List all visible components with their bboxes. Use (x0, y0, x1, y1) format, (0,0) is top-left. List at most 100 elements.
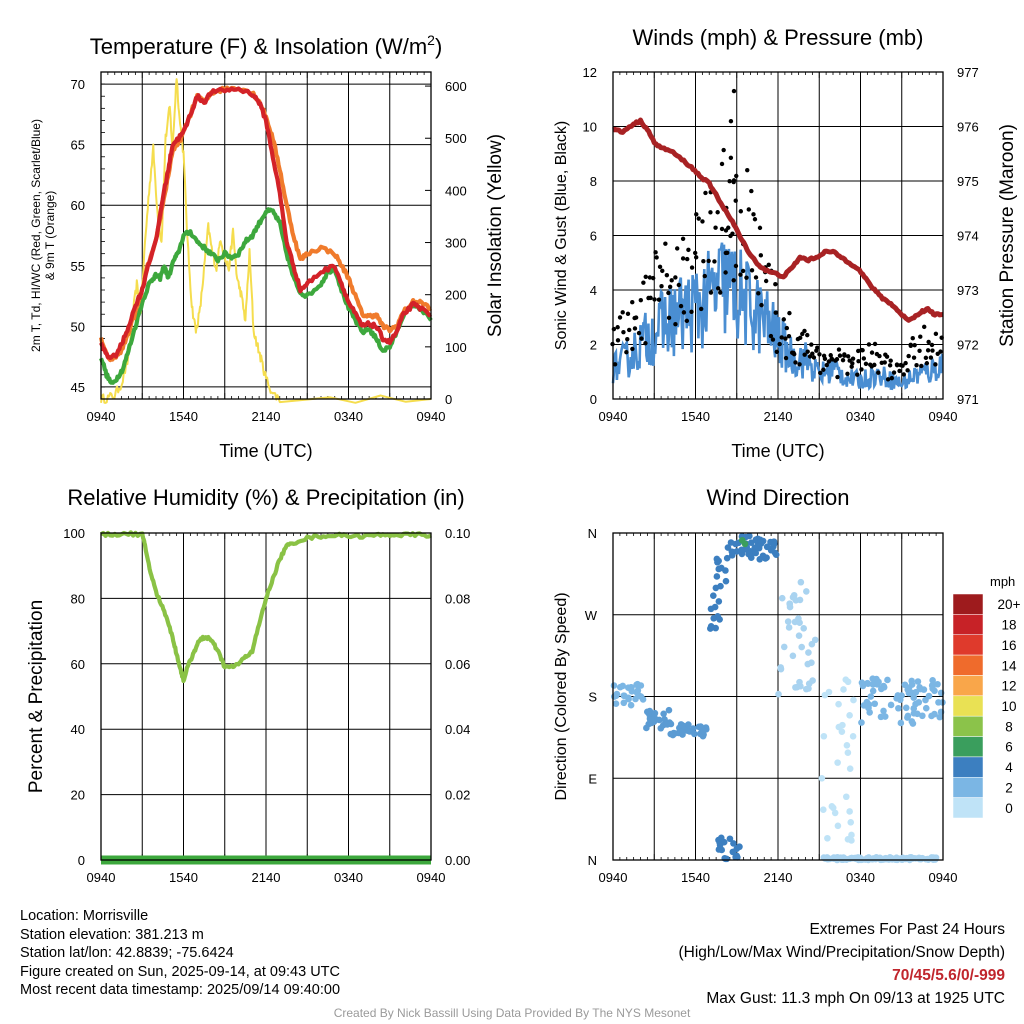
winds-gust-point (689, 309, 694, 315)
direction-point (820, 732, 828, 740)
direction-point (922, 855, 930, 863)
direction-point (620, 699, 628, 707)
winds-gust-point (938, 349, 943, 354)
direction-point (752, 549, 760, 557)
humidity-xtick-label: 1540 (169, 870, 198, 885)
direction-point (797, 578, 805, 586)
direction-point (699, 732, 707, 740)
direction-point (610, 682, 618, 689)
direction-point (800, 625, 808, 632)
winds-gust-point (652, 297, 657, 302)
winds-gust-point (751, 212, 756, 217)
winds-gust-point (656, 297, 662, 302)
direction-point (849, 733, 857, 740)
direction-xtick-label: 0940 (599, 870, 628, 885)
winds-gust-point (625, 336, 630, 342)
direction-point (846, 808, 853, 815)
direction-point (639, 696, 647, 703)
direction-xtick-label: 2140 (764, 870, 793, 885)
winds-gust-point (633, 315, 639, 320)
pressure-ytick-label: 972 (957, 338, 979, 353)
winds-gust-point (715, 286, 721, 291)
legend-swatch (952, 654, 984, 676)
winds-gust-point (849, 364, 854, 369)
temperature-ytick-label: 45 (71, 380, 85, 395)
winds-gust-point (805, 332, 810, 338)
direction-point (723, 855, 730, 863)
direction-point (808, 659, 815, 667)
winds-gust-point (624, 349, 629, 355)
winds-gust-point (643, 274, 648, 279)
winds-gust-point (850, 356, 856, 361)
winds-gust-point (749, 268, 755, 273)
pressure-ytick-label: 973 (957, 283, 979, 298)
direction-point (908, 681, 916, 688)
direction-point (667, 730, 675, 738)
direction-point (775, 690, 782, 698)
winds-gust-point (669, 278, 674, 283)
direction-point (869, 687, 877, 695)
winds-border (612, 71, 944, 400)
winds-gust-point (840, 357, 846, 363)
winds-gust-point (731, 278, 736, 283)
winds-gust-point (636, 330, 642, 336)
direction-point (835, 700, 842, 708)
temperature-series-2m-t (99, 86, 433, 360)
winds-gust-point (869, 350, 875, 355)
direction-point (722, 567, 729, 574)
direction-point (802, 685, 810, 693)
winds-series-pressure (612, 117, 944, 323)
direction-point (842, 793, 850, 801)
winds-gust-point (863, 361, 869, 367)
direction-point (789, 593, 797, 601)
direction-point (632, 695, 639, 703)
direction-point (689, 725, 697, 732)
legend-label: 8 (1005, 719, 1013, 734)
winds-gust-point (700, 219, 705, 224)
elevation-text: Station elevation: 381.213 m (20, 926, 204, 943)
winds-gust-point (740, 268, 746, 274)
direction-point (844, 836, 852, 843)
direction-point (897, 719, 905, 727)
temperature-xtick-label: 1540 (169, 409, 198, 424)
direction-point (928, 712, 935, 720)
pressure-ytick-label: 977 (957, 65, 979, 80)
winds-gust-point (692, 250, 698, 256)
winds-gust-point (798, 335, 803, 341)
direction-point (736, 843, 743, 851)
direction-point (679, 728, 686, 736)
winds-gust-point (756, 291, 761, 296)
winds-gust-point (719, 226, 725, 232)
winds-gust-point (630, 299, 635, 305)
humidity-border (100, 532, 432, 861)
winds-gust-point (625, 311, 631, 317)
legend-label: 6 (1005, 740, 1013, 755)
temperature-title-sup: 2 (427, 32, 435, 48)
winds-gust-point (876, 370, 881, 375)
temperature-xtick-label: 2140 (252, 409, 281, 424)
recent-text: Most recent data timestamp: 2025/09/14 0… (20, 982, 341, 999)
winds-gust-point (903, 360, 908, 366)
direction-point (710, 592, 717, 599)
winds-gust-point (845, 371, 850, 377)
direction-point (839, 721, 846, 729)
winds-gust-point (933, 331, 939, 337)
winds-gust-point (713, 225, 718, 230)
direction-point (796, 596, 804, 604)
direction-point (936, 713, 944, 721)
winds-gust-point (712, 259, 717, 264)
direction-point (881, 713, 889, 720)
winds-gust-point (860, 348, 865, 353)
temperature-ytick-label: 55 (71, 259, 85, 274)
winds-ytick-label: 2 (590, 338, 597, 353)
winds-gust-point (701, 259, 706, 264)
direction-point-highlight (741, 540, 749, 548)
direction-point (904, 714, 911, 721)
winds-gust-point (797, 362, 802, 367)
winds-gust-point (894, 362, 900, 368)
direction-point (651, 709, 659, 717)
humidity-chart: 0 0.00 20 0.02 40 0.04 60 0.06 80 0.08 100 0.10 0940… (26, 485, 470, 885)
humidity-ytick-label: 0 (78, 853, 85, 868)
winds-gust-point (744, 275, 749, 280)
